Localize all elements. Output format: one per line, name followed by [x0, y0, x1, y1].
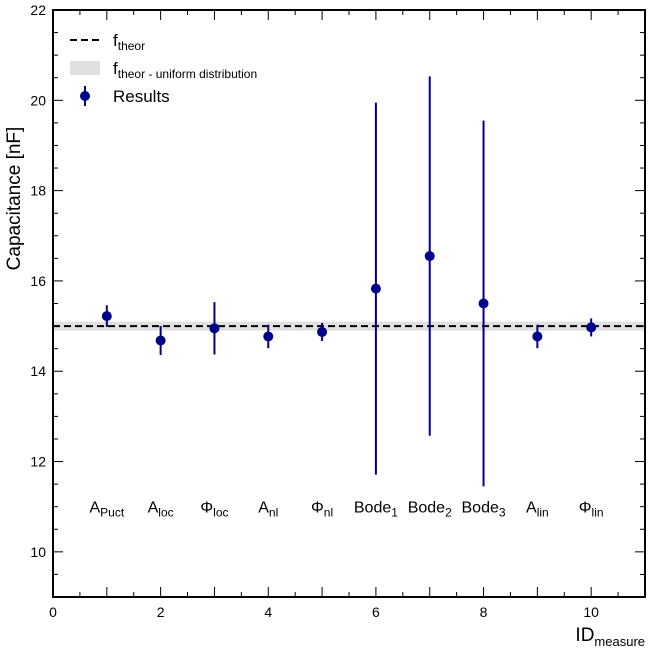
- category-label-sub: lin: [592, 506, 604, 520]
- legend-label-2: ftheor - uniform distribution: [113, 59, 257, 81]
- x-tick-label: 0: [49, 604, 57, 620]
- x-tick-label: 8: [480, 604, 488, 620]
- data-point-1: [101, 311, 112, 322]
- data-point-10: [586, 322, 597, 333]
- category-label-1: APuct: [89, 500, 124, 520]
- category-label-main: A: [89, 500, 100, 517]
- category-label-sub: Puct: [100, 506, 125, 520]
- legend-label-sub: theor - uniform distribution: [118, 67, 257, 81]
- y-tick-label: 14: [30, 363, 46, 379]
- y-tick-label: 20: [30, 92, 46, 108]
- legend-label-main: Results: [113, 87, 170, 106]
- category-label-main: Φ: [311, 500, 324, 517]
- data-point-8: [478, 298, 489, 309]
- category-label-main: A: [258, 500, 269, 517]
- y-tick-label: 22: [30, 2, 46, 18]
- data-point-6: [370, 283, 381, 294]
- x-tick-label: 10: [583, 604, 599, 620]
- category-label-main: Bode: [408, 500, 445, 517]
- category-label-main: Φ: [579, 500, 592, 517]
- category-label-sub: nl: [324, 506, 333, 520]
- x-tick-label: 6: [372, 604, 380, 620]
- legend-swatch-marker: [80, 91, 90, 101]
- category-label-6: Bode1: [354, 500, 398, 520]
- category-label-main: Bode: [354, 500, 391, 517]
- y-tick-label: 18: [30, 183, 46, 199]
- x-axis-title: IDmeasure: [575, 625, 645, 649]
- category-label-sub: 3: [499, 506, 506, 520]
- y-tick-label: 16: [30, 273, 46, 289]
- legend-label-1: ftheor: [113, 31, 145, 53]
- category-label-2: Aloc: [148, 500, 174, 520]
- data-point-5: [317, 326, 328, 337]
- legend-label-sub: theor: [118, 39, 145, 53]
- x-axis-title-main: ID: [575, 625, 594, 646]
- legend-label-3: Results: [113, 87, 170, 106]
- x-tick-label: 4: [264, 604, 272, 620]
- data-point-3: [209, 323, 220, 334]
- category-label-main: A: [526, 500, 537, 517]
- y-tick-label: 12: [30, 454, 46, 470]
- legend-label-main: f: [113, 31, 118, 50]
- category-label-10: Φlin: [579, 500, 604, 520]
- category-label-5: Φnl: [311, 500, 333, 520]
- category-label-4: Anl: [258, 500, 278, 520]
- y-tick-label: 10: [30, 544, 46, 560]
- category-label-7: Bode2: [408, 500, 452, 520]
- reference-band: [53, 321, 645, 331]
- data-point-4: [263, 331, 274, 342]
- category-label-sub: lin: [537, 506, 549, 520]
- category-label-main: Φ: [200, 500, 213, 517]
- x-tick-label: 2: [157, 604, 165, 620]
- category-label-sub: nl: [269, 506, 278, 520]
- category-label-8: Bode3: [462, 500, 506, 520]
- legend-label-main: f: [113, 59, 118, 78]
- data-point-9: [532, 331, 543, 342]
- category-label-main: Bode: [462, 500, 499, 517]
- category-label-3: Φloc: [200, 500, 228, 520]
- legend-swatch-band: [70, 61, 100, 75]
- category-label-sub: 1: [391, 506, 398, 520]
- category-label-sub: loc: [213, 506, 228, 520]
- category-label-9: Alin: [526, 500, 549, 520]
- x-axis-title-sub: measure: [594, 634, 645, 649]
- y-axis-title: Capacitance [nF]: [4, 127, 25, 271]
- category-label-sub: loc: [158, 506, 173, 520]
- data-point-7: [424, 251, 435, 262]
- category-label-sub: 2: [445, 506, 452, 520]
- category-label-main: A: [148, 500, 159, 517]
- plot-area: APuct Aloc Φloc Anl Φnl Bode1 Bode2 Bode3 Alin Φl…: [4, 2, 646, 649]
- data-point-2: [155, 335, 166, 346]
